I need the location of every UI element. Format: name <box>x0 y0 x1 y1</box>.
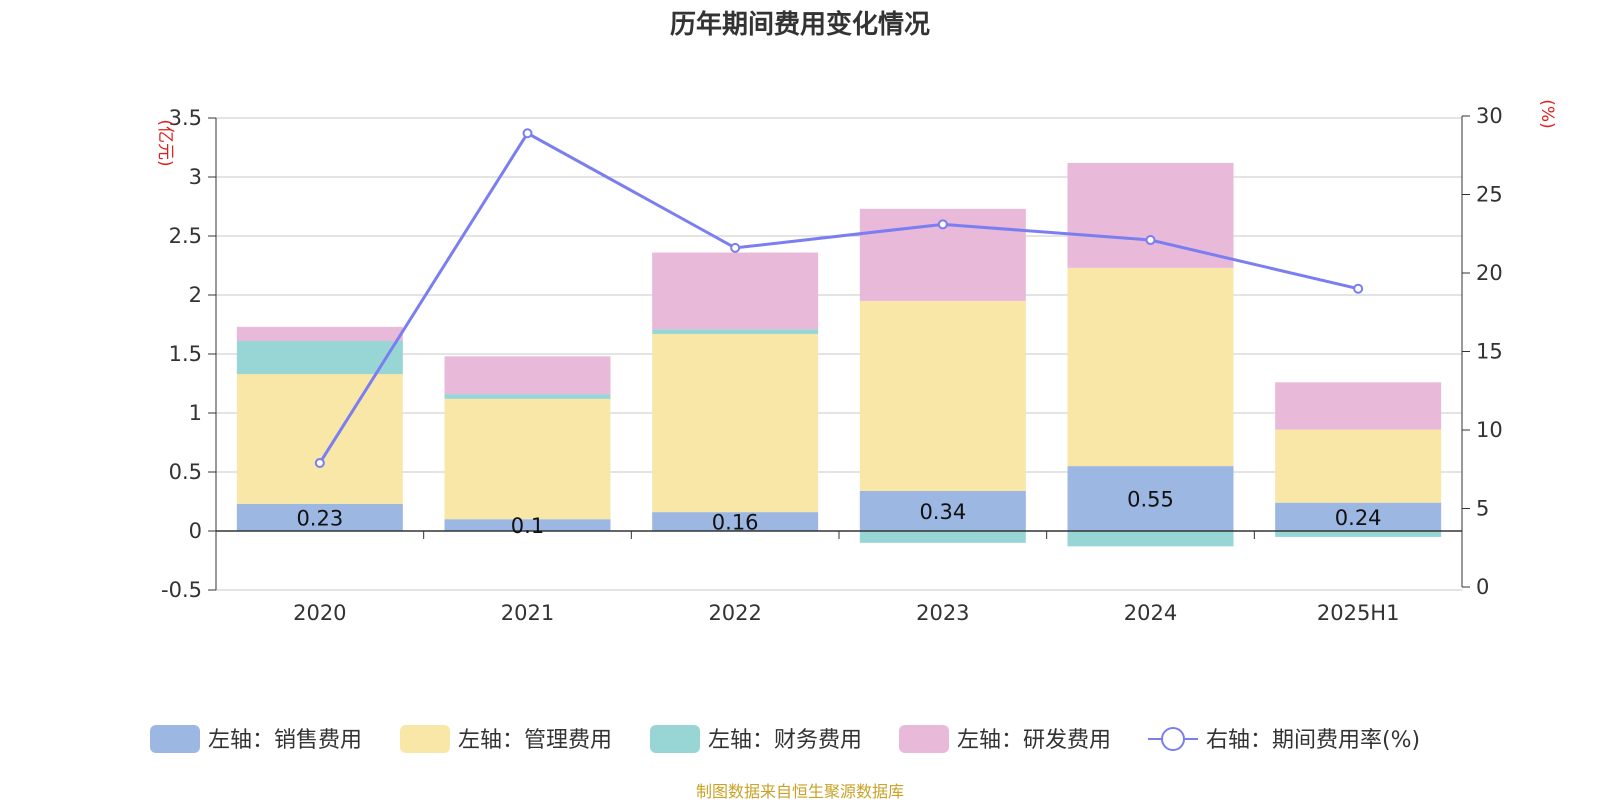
legend: 左轴：销售费用 左轴：管理费用 左轴：财务费用 左轴：研发费用 右轴：期间费用率(%) <box>150 725 1420 753</box>
bar <box>859 531 1026 543</box>
rate-point <box>730 242 741 253</box>
right-tick-label: 20 <box>1476 261 1503 285</box>
bar <box>859 300 1026 491</box>
legend-label: 左轴：研发费用 <box>957 728 1111 753</box>
bar <box>1275 531 1442 537</box>
legend-label: 左轴：财务费用 <box>708 728 862 753</box>
data-labels: 0.23 0.1 0.16 0.34 0.55 0.24 <box>296 488 1381 539</box>
left-tick-label: 3 <box>189 165 202 189</box>
bar <box>236 326 403 342</box>
left-tick-label: 2.5 <box>169 224 202 248</box>
rate-point <box>937 219 948 230</box>
rate-point <box>1353 283 1364 294</box>
right-tick-label: 10 <box>1476 418 1503 442</box>
rate-point <box>1145 235 1156 246</box>
bar <box>1067 267 1234 467</box>
bar <box>1067 466 1234 531</box>
bar-series <box>236 162 1442 547</box>
left-tick-label: 0.5 <box>169 460 202 484</box>
legend-label: 右轴：期间费用率(%) <box>1206 728 1420 753</box>
legend-label: 左轴：管理费用 <box>458 728 612 753</box>
left-tick-label: 1.5 <box>169 342 202 366</box>
bar <box>652 333 819 513</box>
left-tick-label: 2 <box>189 283 202 307</box>
bar <box>444 394 611 399</box>
category-label: 2021 <box>501 601 554 625</box>
rate-line <box>318 131 1359 464</box>
bar-data-label: 0.1 <box>511 514 544 538</box>
bar-data-label: 0.55 <box>1127 488 1174 512</box>
bar-data-label: 0.24 <box>1335 506 1382 530</box>
right-tick-label: 25 <box>1476 183 1503 207</box>
right-tick-label: 30 <box>1476 104 1503 128</box>
left-tick-label: 1 <box>189 401 202 425</box>
bar <box>652 329 819 334</box>
category-label: 2025H1 <box>1317 601 1400 625</box>
bar <box>1275 382 1442 430</box>
bar <box>652 512 819 531</box>
legend-swatch <box>650 725 700 753</box>
left-tick-label: 3.5 <box>169 106 202 130</box>
category-label: 2020 <box>293 601 346 625</box>
legend-swatch <box>899 725 949 753</box>
axes: -0.5 0 0.5 1 1.5 2 2.5 3 3.5 0 5 10 15 20 25 30 2020 2021… <box>155 99 1557 625</box>
category-label: 2023 <box>916 601 969 625</box>
source-note: 制图数据来自恒生聚源数据库 <box>695 782 904 801</box>
right-tick-label: 0 <box>1476 575 1489 599</box>
bar <box>236 341 403 375</box>
bar <box>1067 531 1234 547</box>
bar-data-label: 0.23 <box>296 506 343 530</box>
bar <box>1275 429 1442 503</box>
bar <box>444 519 611 531</box>
legend-swatch <box>400 725 450 753</box>
grid-lines <box>216 117 1462 591</box>
legend-label: 左轴：销售费用 <box>208 728 362 753</box>
chart-title: 历年期间费用变化情况 <box>669 10 930 40</box>
bar <box>444 398 611 520</box>
left-tick-label: -0.5 <box>161 578 202 602</box>
bar-data-label: 0.16 <box>712 511 759 535</box>
left-axis-unit: (亿元) <box>155 119 175 166</box>
legend-swatch <box>150 725 200 753</box>
category-label: 2024 <box>1124 601 1177 625</box>
rate-point <box>314 457 325 468</box>
bar <box>444 356 611 395</box>
left-tick-label: 0 <box>189 519 202 543</box>
bar <box>1067 162 1234 268</box>
bar <box>236 374 403 504</box>
category-label: 2022 <box>708 601 761 625</box>
right-axis-unit: (%) <box>1537 99 1557 128</box>
bar <box>1275 502 1442 531</box>
bar-data-label: 0.34 <box>919 500 966 524</box>
legend-swatch-marker <box>1161 727 1185 751</box>
right-tick-label: 15 <box>1476 340 1503 364</box>
right-tick-label: 5 <box>1476 497 1489 521</box>
rate-point <box>522 128 533 139</box>
line-series <box>314 128 1364 468</box>
bar <box>859 490 1026 531</box>
bar <box>652 252 819 330</box>
bar <box>236 503 403 531</box>
